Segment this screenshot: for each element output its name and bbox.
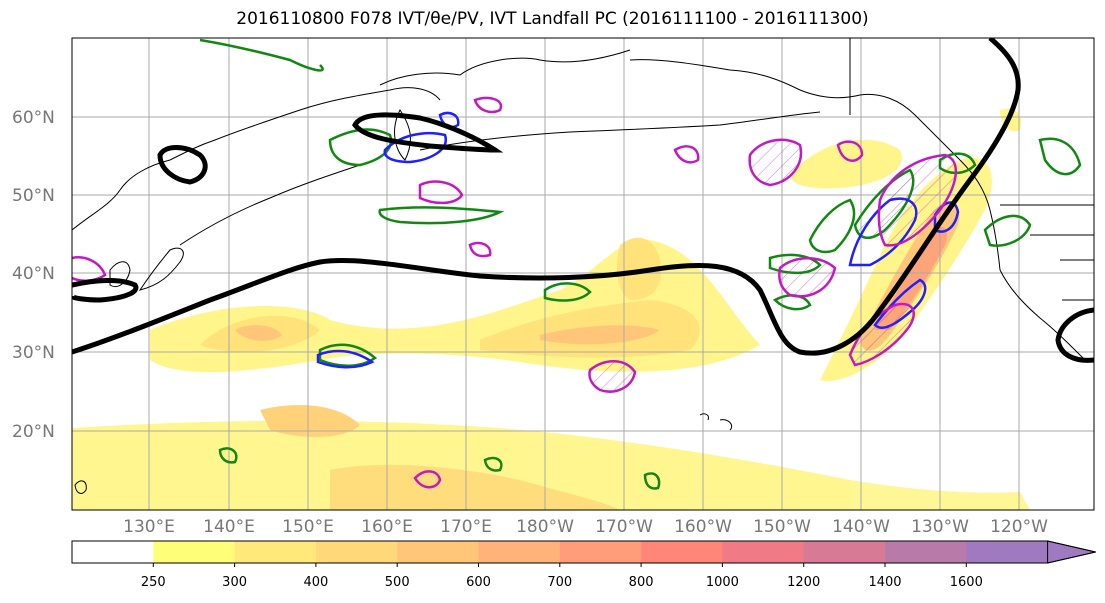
black-contour-northwest <box>157 145 208 185</box>
map-title: 2016110800 F078 IVT/θe/PV, IVT Landfall … <box>236 9 869 29</box>
green-contour-south-3 <box>218 447 238 464</box>
magenta-contour-alaska-2 <box>748 138 803 187</box>
lon-label: 160°W <box>674 517 732 537</box>
coast-korea <box>109 261 131 287</box>
colorbar-tick-label: 400 <box>303 575 329 590</box>
green-contour-east-3 <box>983 214 1032 247</box>
colorbar-segment <box>966 541 1049 563</box>
lat-label: 50°N <box>12 186 55 206</box>
colorbar-tick-label: 500 <box>384 575 410 590</box>
ivt-gulf-of-alaska <box>790 139 902 189</box>
green-contour-east-2 <box>1038 137 1082 176</box>
coast-alaska <box>629 59 961 161</box>
coast-taiwan <box>74 480 87 494</box>
coast-asia <box>72 87 441 231</box>
black-contour-main <box>72 38 1021 356</box>
magenta-contour-mid <box>588 360 637 393</box>
black-contour-north-ring <box>352 112 504 153</box>
black-contours <box>72 38 1094 363</box>
blue-contour-mid <box>316 349 375 369</box>
colorbar-tick-label: 1000 <box>705 575 739 590</box>
green-contour-south-1 <box>483 456 503 472</box>
coast-kamchatka <box>394 109 411 161</box>
lon-label: 180°W <box>516 517 574 537</box>
lon-label: 170°W <box>595 517 653 537</box>
green-contour-mid-1 <box>318 343 378 367</box>
ivt-band-subtropic <box>330 464 620 510</box>
coast-asia-north <box>379 49 631 86</box>
magenta-contours <box>72 96 958 489</box>
magenta-contour-ar <box>877 153 958 247</box>
colorbar-segment <box>885 541 967 563</box>
colorbar-frame <box>71 540 1096 564</box>
green-contour-mid-2 <box>543 282 592 302</box>
lat-label: 60°N <box>12 108 55 128</box>
magenta-contour-north <box>473 96 503 114</box>
colorbar-segment <box>72 541 154 563</box>
colorbar-tick-label: 250 <box>140 575 166 590</box>
magenta-contour-alaska-1 <box>673 145 700 164</box>
colorbar-segment <box>559 541 642 563</box>
green-contour-north-1 <box>199 38 324 72</box>
lon-label: 170°E <box>440 517 492 537</box>
colorbar-tick-label: 1200 <box>787 575 821 590</box>
blue-contour-north <box>383 131 447 164</box>
colorbar-segment <box>397 541 479 563</box>
magenta-contour-north-3 <box>468 241 492 258</box>
colorbar-tick-label: 600 <box>466 575 491 590</box>
black-contour-east <box>1055 307 1094 363</box>
ivt-core-central <box>540 325 660 345</box>
colorbar-tick-label: 1600 <box>949 575 983 590</box>
coast-japan <box>138 247 184 291</box>
lon-label: 150°E <box>282 517 334 537</box>
coastlines <box>72 38 1094 494</box>
coast-aleutians <box>419 111 821 151</box>
colorbar <box>71 540 1096 567</box>
lon-label: 120°W <box>990 517 1048 537</box>
colorbar-segment <box>722 541 805 563</box>
colorbar-tick-label: 300 <box>222 575 248 590</box>
coast-california <box>999 269 1086 361</box>
lon-label: 140°E <box>203 517 255 537</box>
magenta-contour-north-2 <box>418 180 464 205</box>
lat-label: 40°N <box>12 264 55 284</box>
lon-label: 160°E <box>361 517 413 537</box>
colorbar-segment <box>803 541 886 563</box>
lon-label: 150°W <box>753 517 811 537</box>
green-contour-north-3 <box>378 206 505 225</box>
green-contour-south-2 <box>643 472 661 490</box>
border-us-states <box>1030 234 1094 301</box>
graticule <box>72 38 1094 510</box>
colorbar-tick-label: 800 <box>628 575 654 590</box>
colorbar-segment <box>153 541 236 563</box>
colorbar-tick-label: 700 <box>547 575 573 590</box>
colorbar-segment <box>234 541 317 563</box>
lon-label: 130°E <box>123 517 175 537</box>
map-frame <box>71 37 1095 511</box>
magenta-contour-west <box>72 256 107 282</box>
coast-hawaii <box>699 413 733 431</box>
colorbar-segment <box>641 541 723 563</box>
magenta-contour-low <box>778 257 837 298</box>
lat-label: 30°N <box>12 343 55 363</box>
green-contour-mid-4 <box>772 294 812 311</box>
lon-label: 140°W <box>832 517 890 537</box>
magenta-contour-alaska-3 <box>836 140 864 162</box>
lat-label: 20°N <box>12 422 55 442</box>
ivt-core-west <box>235 325 282 342</box>
ivt-band-midlat <box>260 405 360 437</box>
colorbar-segment <box>478 541 561 563</box>
coast-kurils <box>179 164 361 246</box>
lon-label: 130°W <box>911 517 969 537</box>
coast-bc <box>959 159 1001 271</box>
ivt-band-ridge <box>617 237 661 300</box>
colorbar-tick-label: 1400 <box>868 575 902 590</box>
magenta-contour-south <box>413 470 442 489</box>
colorbar-extend-arrow <box>1047 540 1096 564</box>
green-contour-east-1 <box>808 198 856 254</box>
black-contour-west <box>72 277 139 303</box>
colorbar-segment <box>315 541 398 563</box>
